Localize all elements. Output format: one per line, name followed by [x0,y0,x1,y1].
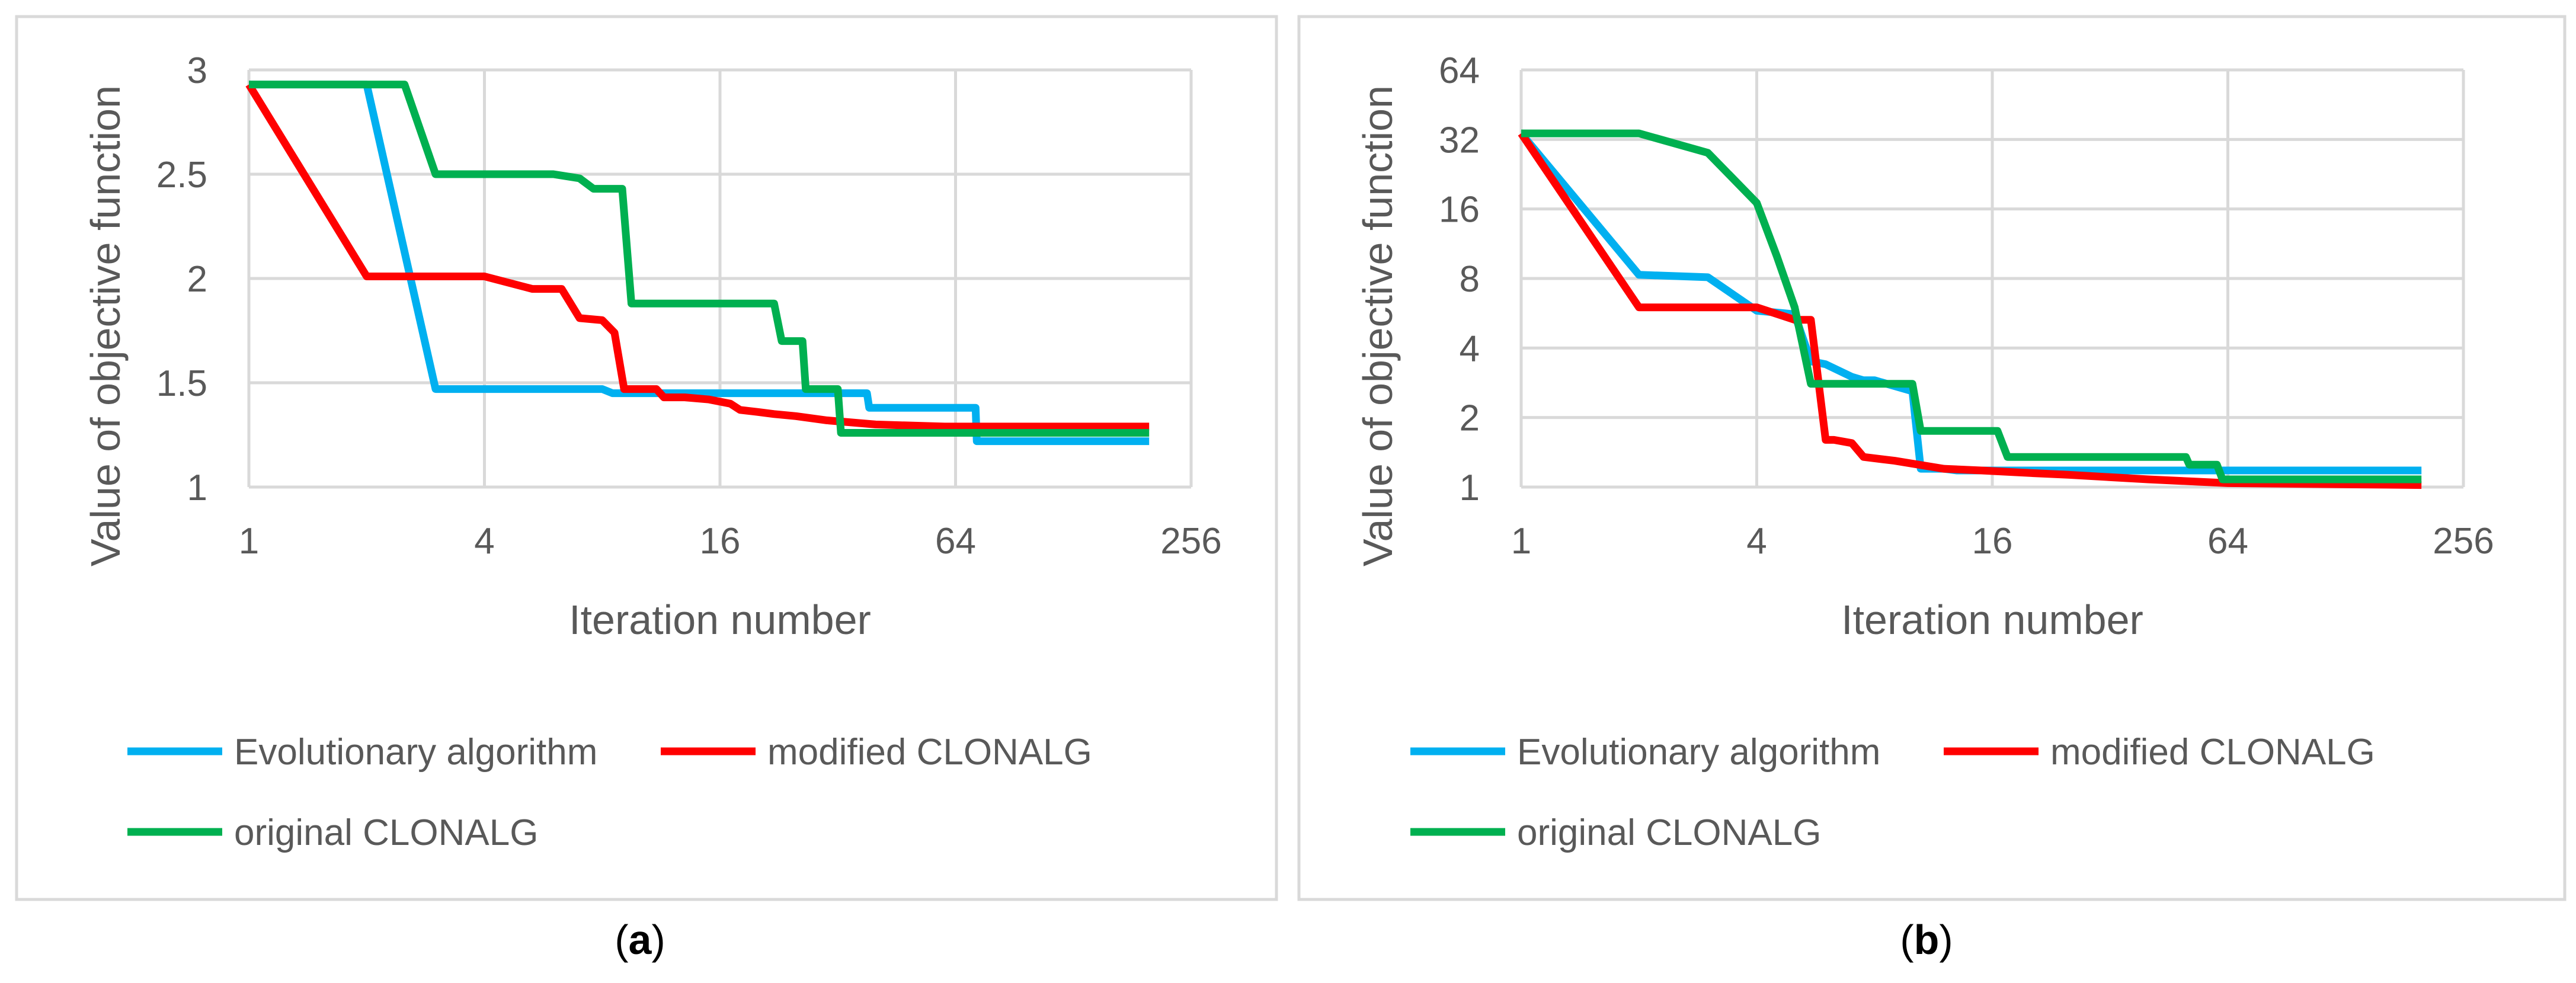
x-tick-label-a: 16 [700,521,741,562]
series-line-original-clonalg-a [249,81,1150,437]
y-tick-label-a: 3 [187,50,207,91]
legend-label-evolutionary-algorithm-a: Evolutionary algorithm [234,732,597,773]
series-line-evolutionary-algorithm-a [249,81,1150,446]
y-tick-label-b: 4 [1460,328,1480,369]
x-tick-label-a: 256 [1160,521,1221,562]
y-tick-label-a: 1 [187,468,207,508]
y-tick-label-b: 64 [1439,50,1480,91]
x-tick-label-a: 64 [935,521,976,562]
chart-frame-b [1297,15,2567,901]
legend-label-modified-clonalg-b: modified CLONALG [2050,732,2375,773]
x-tick-label-a: 1 [239,521,259,562]
x-tick-label-b: 4 [1746,521,1767,562]
legend-label-original-clonalg-b: original CLONALG [1517,812,1821,853]
legend-label-modified-clonalg-a: modified CLONALG [767,732,1092,773]
chart-panel-a: 1 1.5 2 2.5 3 1 4 16 64 256 Iteration number Value … [15,15,1278,963]
y-tick-label-b: 16 [1439,190,1480,230]
series-line-modified-clonalg-b [1518,131,2422,489]
x-tick-label-b: 16 [1972,521,2013,562]
x-axis-title-b: Iteration number [1841,597,2143,643]
series-line-original-clonalg-b [1521,129,2422,484]
y-tick-label-b: 32 [1439,120,1480,161]
x-tick-label-b: 64 [2207,521,2248,562]
y-tick-label-b: 2 [1460,398,1480,439]
y-tick-label-a: 2.5 [156,155,207,196]
legend-label-evolutionary-algorithm-b: Evolutionary algorithm [1517,732,1880,773]
y-tick-label-b: 8 [1460,259,1480,300]
chart-panel-b: 1 2 4 8 16 32 64 1 4 16 64 256 Iteration number Value… [1297,15,2567,963]
panel-caption-b: (b) [1900,917,1953,963]
chart-frame-a [15,15,1278,901]
y-tick-label-a: 1.5 [156,363,207,404]
legend-label-original-clonalg-a: original CLONALG [234,812,538,853]
y-axis-title-b: Value of objective function [1355,85,1401,566]
x-tick-label-a: 4 [474,521,494,562]
y-tick-label-a: 2 [187,259,207,300]
x-tick-label-b: 1 [1511,521,1531,562]
y-axis-title-a: Value of objective function [82,85,129,566]
x-tick-label-b: 256 [2433,521,2494,562]
y-tick-label-b: 1 [1460,468,1480,508]
panel-caption-a: (a) [615,917,665,963]
x-axis-title-a: Iteration number [569,597,871,643]
